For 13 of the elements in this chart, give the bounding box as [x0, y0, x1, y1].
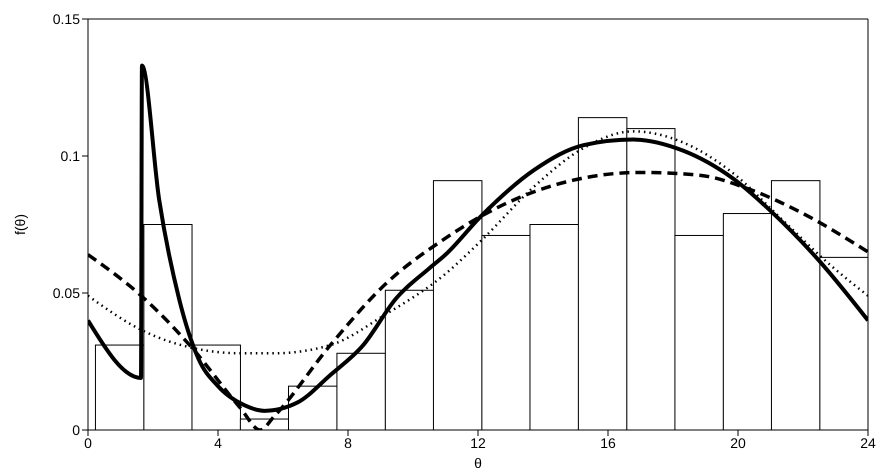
- y-tick-label: 0.1: [60, 148, 80, 164]
- x-tick-label: 12: [470, 434, 486, 451]
- y-tick-label: 0: [72, 422, 80, 438]
- x-axis-title: θ: [474, 455, 482, 471]
- x-tick-label: 16: [600, 434, 616, 451]
- x-tick-label: 8: [344, 434, 352, 451]
- x-tick-label: 4: [214, 434, 222, 451]
- y-axis-title: f(θ): [12, 214, 28, 235]
- y-tick-label: 0.05: [52, 284, 80, 301]
- x-tick-label: 20: [730, 434, 746, 451]
- y-tick-label: 0.15: [52, 10, 80, 27]
- x-tick-label: 24: [860, 434, 876, 451]
- x-tick-label: 0: [84, 434, 92, 451]
